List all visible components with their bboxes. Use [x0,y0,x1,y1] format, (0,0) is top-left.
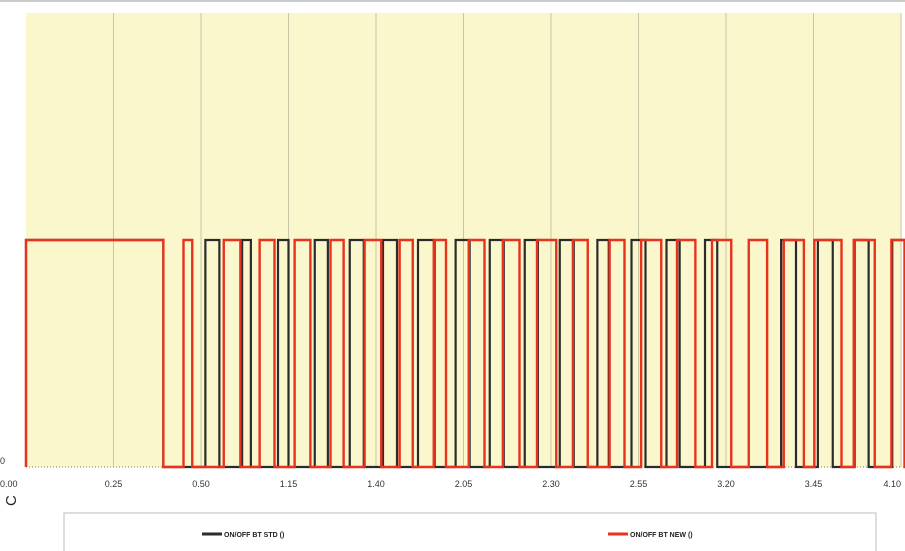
x-axis-label: C [3,495,20,506]
legend-label-std: ON/OFF BT STD () [224,532,284,539]
x-tick-label: 1.40 [367,479,385,489]
series-lines [24,238,905,469]
x-tick-label: 1.15 [280,479,298,489]
x-tick-label: 0.50 [192,479,210,489]
y-tick-label-0: 0 [0,456,5,466]
x-tick-label: 2.55 [630,479,648,489]
x-tick-label: 0.00 [0,479,18,489]
x-tick-label: 2.30 [542,479,560,489]
legend-label-new: ON/OFF BT NEW () [630,532,693,539]
x-tick-label: 4.10 [883,479,901,489]
x-tick-label: 0.25 [105,479,123,489]
x-tick-label: 3.20 [717,479,735,489]
legend: ON/OFF BT STD () ON/OFF BT NEW () [63,512,877,551]
x-tick-labels: 0.00 0.25 0.50 1.15 1.40 2.05 2.30 2.55 3.20 3.45… [0,479,901,489]
x-tick-label: 2.05 [455,479,473,489]
plot-area-group [0,0,905,468]
legend-frame [63,512,877,551]
x-tick-label: 3.45 [805,479,823,489]
series-line-new [24,238,905,469]
